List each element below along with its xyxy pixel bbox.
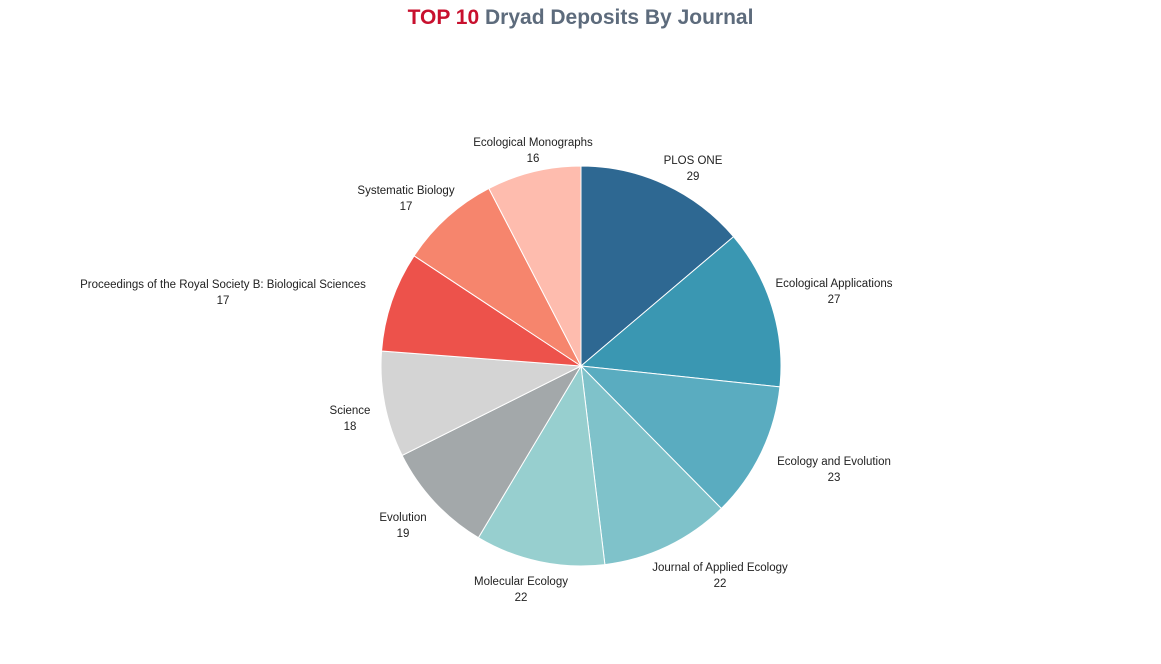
pie-slice[interactable] xyxy=(413,187,583,368)
slice-label: Evolution xyxy=(379,512,426,524)
pie-slice[interactable] xyxy=(580,364,723,566)
slice-value-label: 16 xyxy=(527,153,540,165)
chart-title-main: Dryad Deposits By Journal xyxy=(485,6,754,29)
slice-label: Ecological Applications xyxy=(776,278,893,290)
slice-label: Ecology and Evolution xyxy=(777,456,891,468)
pie-slice[interactable] xyxy=(381,255,583,367)
slice-label: Systematic Biology xyxy=(357,185,454,197)
pie-slice[interactable] xyxy=(380,350,583,457)
slice-value-label: 23 xyxy=(828,472,841,484)
slice-label: Ecological Monographs xyxy=(473,137,593,149)
slice-label: Journal of Applied Ecology xyxy=(652,562,788,574)
slice-value-label: 29 xyxy=(687,171,700,183)
chart-title: TOP 10 Dryad Deposits By Journal xyxy=(0,6,1161,30)
slice-value-label: 17 xyxy=(217,295,230,307)
slice-value-label: 27 xyxy=(828,294,841,306)
slice-value-label: 18 xyxy=(344,421,357,433)
slice-label: Science xyxy=(330,405,371,417)
pie-slice[interactable] xyxy=(477,364,606,567)
slice-value-label: 17 xyxy=(400,201,413,213)
pie-slice[interactable] xyxy=(580,165,735,368)
pie-slice[interactable] xyxy=(579,365,781,510)
slice-label: PLOS ONE xyxy=(664,155,723,167)
chart-title-accent: TOP 10 xyxy=(407,6,480,29)
slice-label: Molecular Ecology xyxy=(474,576,568,588)
slice-value-label: 22 xyxy=(515,592,528,604)
slice-label: Proceedings of the Royal Society B: Biol… xyxy=(80,279,366,291)
pie-slice[interactable] xyxy=(401,364,583,539)
pie-slice[interactable] xyxy=(488,165,582,367)
pie-slice[interactable] xyxy=(579,235,782,388)
slice-value-label: 22 xyxy=(714,578,727,590)
slice-value-label: 19 xyxy=(397,528,410,540)
